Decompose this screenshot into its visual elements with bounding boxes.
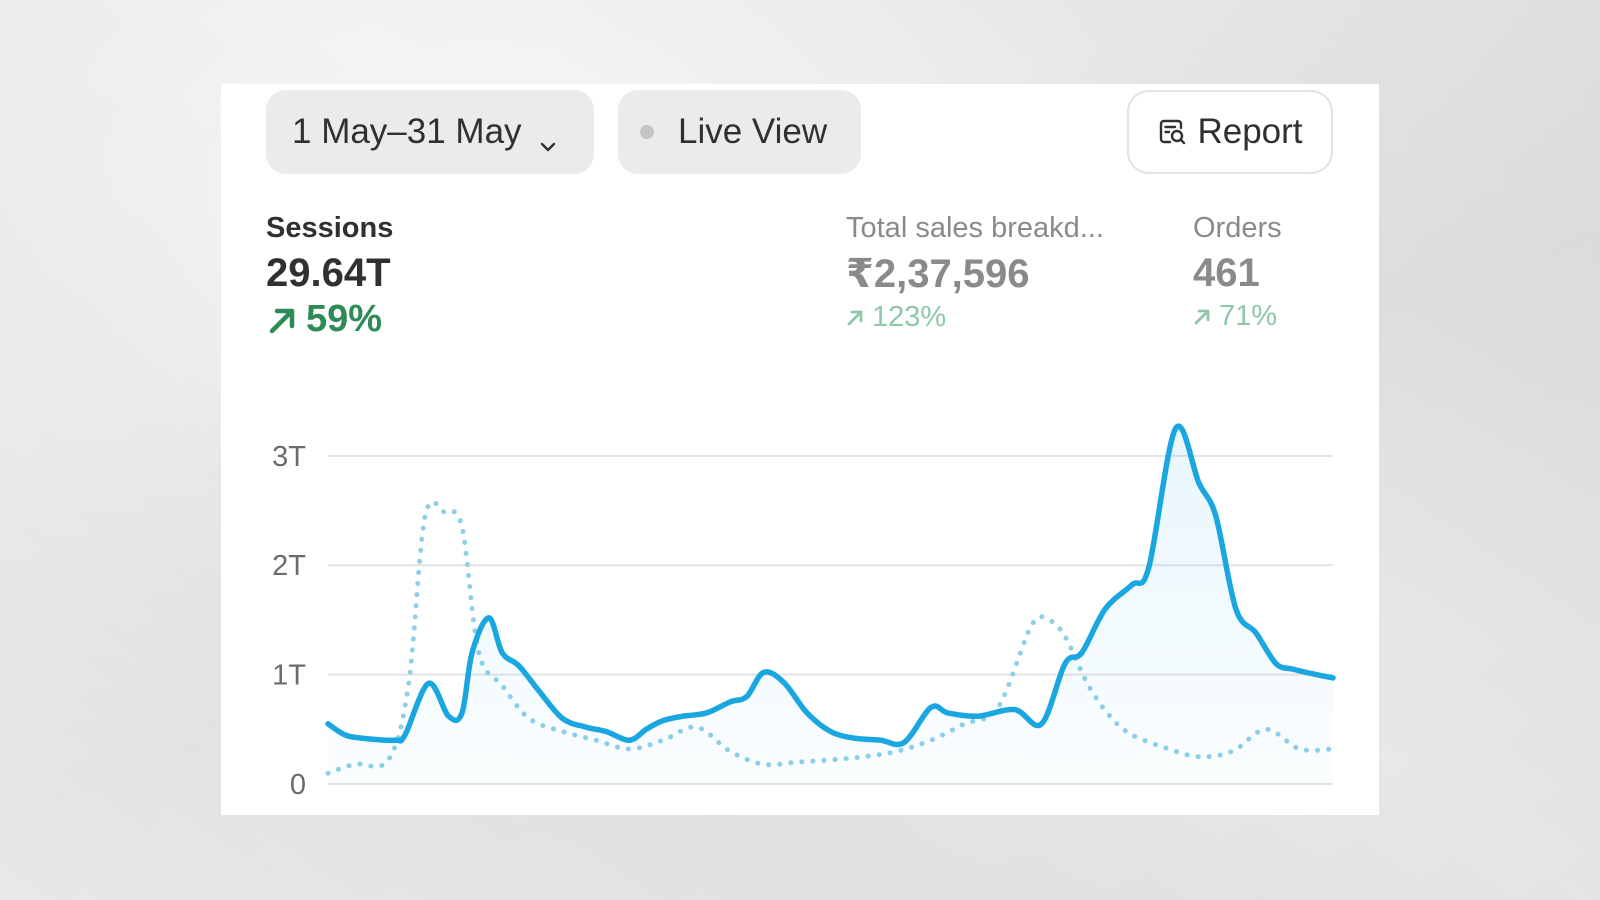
date-range-label: 1 May–31 May [292,112,522,151]
date-range-picker[interactable]: 1 May–31 May [266,90,594,174]
total-sales-label: Total sales breakd... [846,212,1104,244]
total-sales-value: ₹2,37,596 [846,252,1030,296]
y-tick-label: 0 [290,769,306,801]
total-sales-change: 123% [846,301,1146,334]
arrow-up-right-icon [269,308,295,333]
chevron-down-icon [540,124,556,152]
orders-label: Orders [1193,212,1282,244]
live-view-label: Live View [678,112,828,151]
report-search-icon [1160,119,1186,145]
y-tick-label: 3T [272,441,306,473]
orders-change-value: 71% [1219,300,1278,332]
sessions-label: Sessions [266,212,394,244]
metric-orders[interactable]: Orders 461 71% [1193,212,1282,333]
metric-sessions[interactable]: Sessions 29.64T 59% [266,212,393,341]
metric-total-sales[interactable]: Total sales breakd... ₹2,37,596 123% [846,212,1146,334]
sessions-chart: 01T2T3T1 May11 May21 May [272,423,1336,801]
series-line-current[interactable] [325,423,1336,748]
y-tick-label: 2T [272,550,306,582]
report-label: Report [1197,112,1303,151]
total-sales-change-value: 123% [872,301,947,333]
sessions-change-value: 59% [306,298,383,340]
analytics-card: 1 May–31 May Live View Report Sessions 2… [221,84,1379,815]
report-button[interactable]: Report [1127,90,1333,174]
orders-change: 71% [1193,300,1282,333]
live-status-dot-icon [640,125,654,139]
orders-value: 461 [1193,251,1260,295]
arrow-up-right-icon [847,310,863,325]
sessions-change: 59% [266,298,393,341]
live-view-button[interactable]: Live View [618,90,861,174]
series-area-current [328,426,1333,784]
y-tick-label: 1T [272,660,306,692]
arrow-up-right-icon [1194,309,1210,324]
sessions-value: 29.64T [266,251,391,295]
